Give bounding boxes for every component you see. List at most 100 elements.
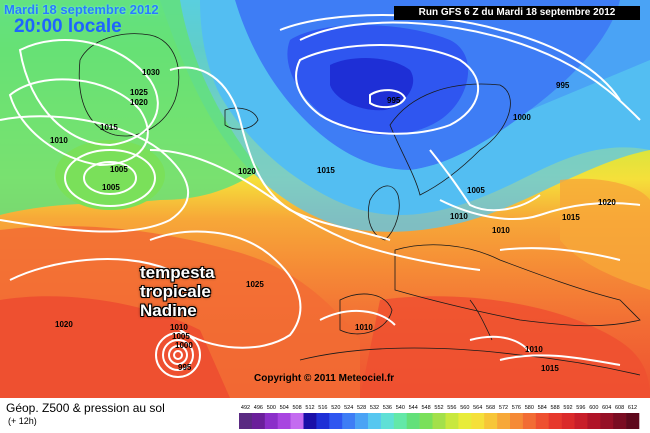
isobar-label-1025-azores: 1025	[246, 280, 264, 289]
scale-swatch-504	[277, 413, 291, 429]
scale-label-516: 516	[318, 405, 327, 411]
scale-label-520: 520	[331, 405, 340, 411]
isobar-995-nadine	[173, 350, 183, 360]
storm-line-3: Nadine	[140, 301, 197, 320]
isobar-label-1015-greenland: 1015	[100, 123, 118, 132]
isobar-label-1010-west: 1010	[50, 136, 68, 145]
scale-swatch-560	[458, 413, 472, 429]
isobar-1010-north	[279, 14, 621, 101]
scale-swatch-512	[303, 413, 317, 429]
isobar-1015-east	[499, 247, 621, 261]
scale-swatch-500	[264, 413, 278, 429]
isobar-label-1005-nadine: 1005	[172, 332, 190, 341]
model-run-label: Run GFS 6 Z du Mardi 18 septembre 2012	[394, 6, 640, 20]
coast-scandinavia	[389, 83, 511, 196]
isobar-label-1020-atlantic: 1020	[238, 167, 256, 176]
scale-swatch-536	[380, 413, 395, 429]
scale-swatch-556	[445, 413, 459, 429]
scale-swatch-544	[406, 413, 420, 429]
isobar-label-1030-greenland: 1030	[142, 68, 160, 77]
isobar-label-1005-low-b: 1005	[102, 183, 120, 192]
isobar-label-995-nadine: 995	[178, 363, 192, 372]
scale-swatch-492	[239, 413, 253, 429]
isobar-1020-greenland	[0, 115, 189, 233]
scale-label-500: 500	[267, 405, 276, 411]
isobar-1010-mediterranean	[469, 335, 531, 353]
coast-iceland	[224, 107, 259, 130]
isobar-1025-greenland	[8, 78, 149, 167]
scale-label-492: 492	[241, 405, 250, 411]
scale-label-576: 576	[512, 405, 521, 411]
z500-field-red-africa	[360, 296, 650, 398]
scale-label-560: 560	[460, 405, 469, 411]
isobar-995	[369, 89, 407, 109]
scale-label-612: 612	[628, 405, 637, 411]
scale-swatch-520	[329, 413, 343, 429]
scale-swatch-612	[626, 413, 640, 429]
scale-label-608: 608	[615, 405, 624, 411]
scale-swatch-604	[600, 413, 614, 429]
coast-greenland	[78, 33, 180, 137]
isobar-1020-southwest	[9, 258, 171, 281]
scale-label-536: 536	[383, 405, 392, 411]
isobar-label-995-low-center: 995	[387, 96, 401, 105]
chart-date: Mardi 18 septembre 2012	[4, 2, 159, 17]
isobar-label-1010-balkans: 1010	[492, 226, 510, 235]
isobar-1000	[295, 44, 479, 135]
scale-label-584: 584	[538, 405, 547, 411]
coast-north-africa	[299, 347, 641, 376]
isobar-1015-atlantic	[169, 66, 391, 241]
isobar-1005-northsea	[429, 149, 541, 212]
scale-swatch-608	[613, 413, 627, 429]
isobar-label-1015-africa: 1015	[541, 364, 559, 373]
z500-field-orange-east	[560, 178, 650, 290]
scale-swatch-508	[290, 413, 304, 429]
scale-label-528: 528	[357, 405, 366, 411]
scale-swatch-588	[548, 413, 562, 429]
isobar-label-1010-nadine: 1010	[170, 323, 188, 332]
scale-label-496: 496	[254, 405, 263, 411]
scale-swatch-552	[432, 413, 446, 429]
isobar-label-1020-southwest: 1020	[55, 320, 73, 329]
scale-swatch-528	[355, 413, 369, 429]
scale-label-552: 552	[434, 405, 443, 411]
isobar-label-1000-scandinavia: 1000	[513, 113, 531, 122]
coast-iberia	[339, 293, 393, 335]
scale-label-540: 540	[396, 405, 405, 411]
z500-field-red-deep	[0, 296, 230, 398]
color-scale: 492 496 500 504 508 512 516 520 524 528 532 536 540 5…	[239, 405, 640, 429]
scale-swatch-596	[574, 413, 588, 429]
isobar-1010-europe	[439, 199, 641, 221]
scale-label-580: 580	[525, 405, 534, 411]
scale-swatch-516	[316, 413, 330, 429]
scale-label-588: 588	[551, 405, 560, 411]
scale-swatch-592	[561, 413, 575, 429]
scale-swatch-572	[497, 413, 511, 429]
scale-label-564: 564	[473, 405, 482, 411]
isobar-label-1005-low-a: 1005	[110, 165, 128, 174]
isobar-label-1010-europe: 1010	[450, 212, 468, 221]
scale-swatch-600	[587, 413, 601, 429]
isobar-1025-azores	[149, 230, 302, 349]
scale-swatch-540	[393, 413, 407, 429]
scale-label-508: 508	[293, 405, 302, 411]
legend-title: Géop. Z500 & pression au sol	[6, 401, 165, 415]
copyright-notice: Copyright © 2011 Meteociel.fr	[254, 373, 395, 384]
isobar-label-1005-northsea: 1005	[467, 186, 485, 195]
z500-field-green-low	[55, 140, 165, 210]
scale-label-568: 568	[486, 405, 495, 411]
z500-field-cyan	[160, 0, 650, 232]
coastlines	[78, 33, 641, 376]
isobar-1010-nadine	[155, 332, 201, 378]
isobar-1010-iberia	[319, 309, 396, 326]
scale-swatch-532	[368, 413, 382, 429]
scale-swatch-496	[251, 413, 266, 429]
scale-label-544: 544	[409, 405, 418, 411]
isobar-label-1020-east: 1020	[598, 198, 616, 207]
storm-annotation: tempesta tropicale Nadine	[140, 263, 215, 320]
isobar-1030	[18, 39, 159, 147]
isobar-1015-africa	[499, 354, 621, 366]
scale-swatch-548	[419, 413, 433, 429]
isobar-label-1025-greenland: 1025	[130, 88, 148, 97]
